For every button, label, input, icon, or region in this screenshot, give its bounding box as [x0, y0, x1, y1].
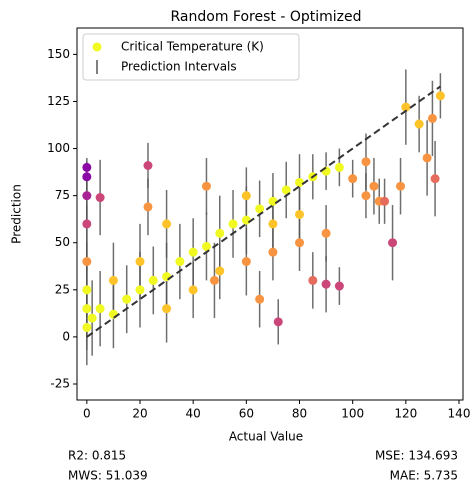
y-tick-label: 0 — [62, 329, 70, 343]
legend-marker — [92, 42, 102, 52]
point — [241, 257, 251, 267]
point — [295, 238, 305, 248]
point — [175, 257, 185, 267]
y-tick-label: -25 — [50, 376, 70, 390]
point — [427, 113, 437, 123]
point — [122, 294, 132, 304]
point — [82, 257, 92, 267]
point — [108, 275, 118, 285]
point — [295, 177, 305, 187]
y-axis-label: Prediction — [10, 184, 24, 244]
point — [435, 91, 445, 101]
point — [108, 309, 118, 319]
point — [255, 294, 265, 304]
point — [87, 313, 97, 323]
point — [135, 285, 145, 295]
point — [82, 285, 92, 295]
plot-frame — [76, 27, 464, 401]
reference-line — [86, 85, 441, 338]
point — [334, 162, 344, 172]
point — [162, 272, 172, 282]
point — [268, 219, 278, 229]
point — [255, 204, 265, 214]
point — [361, 157, 371, 167]
x-tick-label: 40 — [186, 407, 201, 421]
point — [143, 202, 153, 212]
point — [273, 317, 283, 327]
plot-area — [82, 69, 445, 366]
x-tick-label: 120 — [394, 407, 417, 421]
point — [369, 181, 379, 191]
x-tick-label: 100 — [341, 407, 364, 421]
point — [215, 228, 225, 238]
point — [162, 304, 172, 314]
x-tick-label: 60 — [239, 407, 254, 421]
point — [401, 102, 411, 112]
point — [135, 257, 145, 267]
y-tick-label: 100 — [47, 141, 70, 155]
point — [321, 279, 331, 289]
x-tick-label: 20 — [132, 407, 147, 421]
point — [82, 172, 92, 182]
point — [95, 304, 105, 314]
annotation: MSE: 134.693 — [375, 449, 458, 463]
point — [281, 185, 291, 195]
point — [82, 219, 92, 229]
point — [188, 247, 198, 257]
point — [268, 196, 278, 206]
point — [201, 181, 211, 191]
point — [380, 196, 390, 206]
point — [148, 275, 158, 285]
point — [82, 191, 92, 201]
point — [162, 219, 172, 229]
point — [241, 215, 251, 225]
point — [295, 209, 305, 219]
point — [95, 193, 105, 203]
point — [82, 322, 92, 332]
point — [188, 285, 198, 295]
annotation: MAE: 5.735 — [390, 469, 458, 483]
legend-label: Critical Temperature (K) — [121, 40, 264, 54]
point — [241, 191, 251, 201]
legend-label: Prediction Intervals — [121, 60, 237, 74]
legend-box — [82, 33, 300, 81]
x-tick-label: 0 — [83, 407, 91, 421]
x-axis-label: Actual Value — [229, 430, 303, 444]
point — [430, 174, 440, 184]
point — [422, 153, 432, 163]
y-tick-label: 150 — [47, 47, 70, 61]
y-tick-label: 50 — [55, 235, 70, 249]
point — [308, 275, 318, 285]
point — [388, 238, 398, 248]
point — [396, 181, 406, 191]
point — [209, 275, 219, 285]
point — [321, 228, 331, 238]
point — [201, 241, 211, 251]
point — [361, 191, 371, 201]
point — [82, 162, 92, 172]
annotation: R2: 0.815 — [68, 449, 126, 463]
point — [348, 174, 358, 184]
point — [215, 266, 225, 276]
chart-title: Random Forest - Optimized — [171, 9, 362, 25]
y-tick-label: 75 — [55, 188, 70, 202]
point — [414, 119, 424, 129]
x-tick-label: 80 — [292, 407, 307, 421]
point — [82, 304, 92, 314]
y-tick-label: 125 — [47, 94, 70, 108]
point — [334, 281, 344, 291]
annotation: MWS: 51.039 — [68, 469, 148, 483]
y-tick-label: 25 — [55, 282, 70, 296]
x-tick-label: 140 — [448, 407, 471, 421]
point — [143, 160, 153, 170]
point — [268, 247, 278, 257]
point — [228, 219, 238, 229]
